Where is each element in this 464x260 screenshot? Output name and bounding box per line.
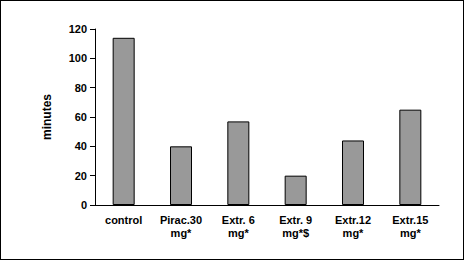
svg-text:mg*: mg*: [400, 227, 422, 239]
svg-text:Extr.12: Extr.12: [335, 214, 371, 226]
svg-text:Extr. 9: Extr. 9: [279, 214, 312, 226]
svg-text:mg*$: mg*$: [282, 227, 309, 239]
svg-text:Pirac.30: Pirac.30: [160, 214, 202, 226]
svg-text:80: 80: [75, 82, 87, 94]
svg-text:control: control: [105, 214, 142, 226]
svg-text:40: 40: [75, 140, 87, 152]
svg-text:120: 120: [69, 23, 87, 35]
svg-text:Extr. 6: Extr. 6: [222, 214, 255, 226]
svg-text:60: 60: [75, 111, 87, 123]
svg-text:minutes: minutes: [40, 94, 54, 140]
svg-text:mg*: mg*: [343, 227, 365, 239]
svg-text:mg*: mg*: [171, 227, 193, 239]
svg-text:0: 0: [81, 199, 87, 211]
svg-text:100: 100: [69, 52, 87, 64]
svg-text:mg*: mg*: [228, 227, 250, 239]
svg-text:20: 20: [75, 170, 87, 182]
svg-text:Extr.15: Extr.15: [392, 214, 428, 226]
